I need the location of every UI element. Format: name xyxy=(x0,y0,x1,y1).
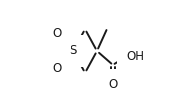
Text: OH: OH xyxy=(126,50,144,63)
Text: S: S xyxy=(69,44,77,58)
Text: O: O xyxy=(52,27,61,40)
Text: O: O xyxy=(52,62,61,75)
Text: O: O xyxy=(108,78,118,91)
